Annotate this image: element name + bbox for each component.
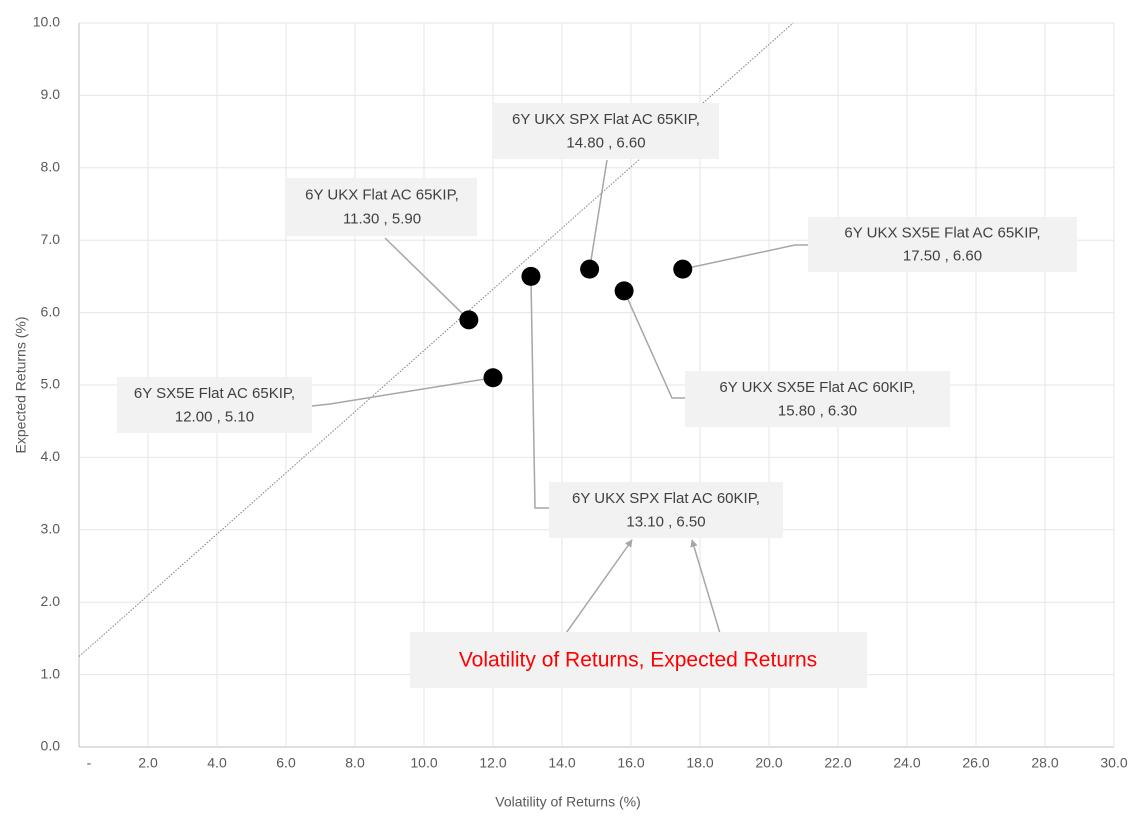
y-tick-label: 9.0 (41, 86, 61, 102)
callout-box (117, 377, 312, 433)
x-tick-label: - (87, 755, 92, 771)
point-label: 6Y SX5E Flat AC 65KIP, (134, 385, 295, 402)
x-tick-label: 2.0 (138, 755, 158, 771)
y-tick-label: 0.0 (41, 738, 61, 754)
point (521, 266, 541, 286)
x-tick-label: 12.0 (479, 755, 506, 771)
callout-box (685, 371, 950, 427)
callout-box (287, 178, 477, 236)
leader-line (530, 276, 549, 509)
point (614, 281, 634, 301)
value-label: 11.30 , 5.90 (343, 211, 421, 228)
point-label: 6Y UKX SX5E Flat AC 60KIP, (719, 379, 915, 396)
x-tick-label: 16.0 (617, 755, 644, 771)
point (483, 368, 503, 388)
y-tick-label: 6.0 (41, 303, 61, 319)
y-tick-label: 3.0 (41, 521, 61, 537)
annotation: Volatility of Returns, Expected Returns (459, 649, 817, 672)
x-tick-label: 8.0 (345, 755, 365, 771)
point-label: 6Y UKX SPX Flat AC 65KIP, (512, 111, 700, 128)
callout-box (549, 482, 783, 538)
point-label: 6Y UKX Flat AC 65KIP, (305, 186, 459, 203)
value-label: 17.50 , 6.60 (903, 248, 982, 265)
y-tick-label: 7.0 (41, 231, 61, 247)
point (459, 310, 479, 330)
y-tick-label: 1.0 (41, 665, 61, 681)
x-tick-label: 24.0 (893, 755, 920, 771)
leader-line (588, 159, 608, 270)
x-axis-label: Volatility of Returns (%) (495, 794, 641, 810)
callout-box (493, 103, 719, 159)
leader-line (311, 377, 494, 407)
x-tick-label: 18.0 (686, 755, 713, 771)
leader-line (623, 290, 685, 399)
y-tick-label: 10.0 (33, 14, 60, 30)
value-label: 15.80 , 6.30 (778, 402, 857, 419)
value-label: 12.00 , 5.10 (175, 408, 254, 425)
value-label: 13.10 , 6.50 (626, 513, 705, 530)
x-tick-label: 26.0 (962, 755, 989, 771)
leader-line (682, 244, 808, 270)
x-tick-label: 14.0 (548, 755, 575, 771)
point-label: 6Y UKX SX5E Flat AC 65KIP, (844, 224, 1040, 241)
y-tick-label: 2.0 (41, 593, 61, 609)
y-axis-label: Expected Returns (%) (13, 317, 29, 454)
point-label: 6Y UKX SPX Flat AC 60KIP, (572, 490, 760, 507)
y-tick-label: 5.0 (41, 376, 61, 392)
point (580, 259, 600, 279)
x-tick-label: 10.0 (410, 755, 437, 771)
x-tick-label: 4.0 (207, 755, 227, 771)
leader-line (384, 237, 470, 321)
callout-box (808, 217, 1077, 272)
annotation-box (410, 632, 867, 688)
x-tick-label: 22.0 (824, 755, 851, 771)
x-tick-label: 28.0 (1031, 755, 1058, 771)
value-label: 14.80 , 6.60 (566, 134, 645, 151)
x-tick-label: 20.0 (755, 755, 782, 771)
x-tick-label: 30.0 (1100, 755, 1127, 771)
y-tick-label: 4.0 (41, 448, 61, 464)
x-tick-label: 6.0 (276, 755, 296, 771)
y-tick-label: 8.0 (41, 159, 61, 175)
point (673, 259, 693, 279)
